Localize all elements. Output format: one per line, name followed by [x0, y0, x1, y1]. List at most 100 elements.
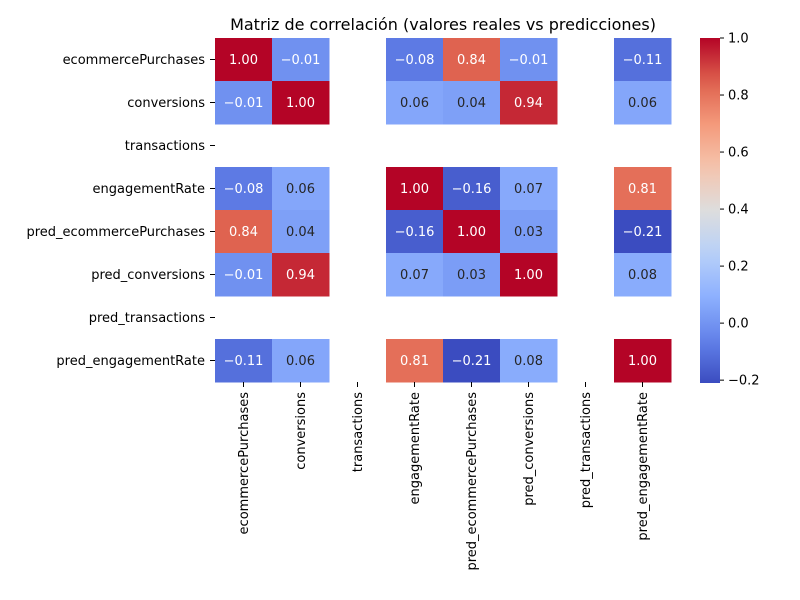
- cell-value-r3-c1: 0.06: [286, 182, 315, 197]
- cell-value-r5-c5: 1.00: [514, 268, 543, 283]
- col-label-ecommerce-purchases: ecommercePurchases: [237, 392, 252, 535]
- cell-value-r4-c5: 0.03: [514, 225, 543, 240]
- heatmap-cell-r5-c0: [215, 253, 273, 297]
- heatmap-cell-r1-c1: [272, 81, 330, 125]
- heatmap-cell-r7-c4: [443, 339, 501, 383]
- cell-value-r4-c7: −0.21: [623, 225, 663, 240]
- cell-value-r1-c3: 0.06: [400, 96, 429, 111]
- heatmap-cell-r3-c7: [614, 167, 672, 211]
- heatmap-cell-r5-c1: [272, 253, 330, 297]
- cell-value-r7-c1: 0.06: [286, 354, 315, 369]
- cell-value-r7-c0: −0.11: [224, 354, 264, 369]
- cell-value-r1-c0: −0.01: [224, 96, 264, 111]
- row-label-engagement-rate: engagementRate: [92, 182, 205, 197]
- colorbar-tick-label: 1.0: [728, 32, 749, 47]
- heatmap-cell-r1-c3: [386, 81, 444, 125]
- colorbar-tick-label: −0.2: [728, 374, 760, 389]
- heatmap-cell-r0-c1: [272, 38, 330, 82]
- heatmap-cell-r5-c4: [443, 253, 501, 297]
- heatmap-cell-r4-c4: [443, 210, 501, 254]
- cell-value-r1-c5: 0.94: [514, 96, 543, 111]
- heatmap-cell-r3-c3: [386, 167, 444, 211]
- heatmap-cell-r1-c0: [215, 81, 273, 125]
- cell-value-r7-c7: 1.00: [628, 354, 657, 369]
- heatmap-cell-r3-c1: [272, 167, 330, 211]
- row-labels: ecommercePurchases conversions transaction…: [27, 53, 215, 369]
- cell-value-r3-c3: 1.00: [400, 182, 429, 197]
- cell-value-r0-c3: −0.08: [395, 53, 435, 68]
- heatmap-cell-r1-c4: [443, 81, 501, 125]
- row-label-pred-conversions: pred_conversions: [91, 268, 205, 283]
- heatmap-cell-r7-c5: [500, 339, 558, 383]
- row-label-pred-transactions: pred_transactions: [89, 311, 205, 326]
- cell-annotations: 1.00 −0.01 −0.08 0.84 −0.01 −0.11 −0.01 1.00 0.0…: [224, 53, 663, 369]
- cell-value-r4-c3: −0.16: [395, 225, 435, 240]
- cell-value-r0-c5: −0.01: [509, 53, 549, 68]
- cell-value-r1-c4: 0.04: [457, 96, 486, 111]
- heatmap-cell-r1-c5: [500, 81, 558, 125]
- cell-value-r7-c4: −0.21: [452, 354, 492, 369]
- colorbar-tick-label: 0.6: [728, 146, 749, 161]
- cell-value-r0-c1: −0.01: [281, 53, 321, 68]
- colorbar: [700, 38, 720, 383]
- colorbar-ticks: −0.2 0.0 0.2 0.4 0.6 0.8 1.0: [720, 32, 760, 389]
- heatmap-cell-r0-c0: [215, 38, 273, 82]
- col-label-engagement-rate: engagementRate: [408, 392, 423, 505]
- column-labels: ecommercePurchases conversions transaction…: [237, 382, 651, 571]
- col-label-pred-engagement-rate: pred_engagementRate: [636, 392, 651, 541]
- cell-value-r5-c0: −0.01: [224, 268, 264, 283]
- colorbar-tick-label: 0.8: [728, 89, 749, 104]
- colorbar-tick-label: 0.4: [728, 203, 749, 218]
- cell-value-r5-c7: 0.08: [628, 268, 657, 283]
- heatmap-cell-r7-c3: [386, 339, 444, 383]
- cell-value-r0-c4: 0.84: [457, 53, 486, 68]
- heatmap-cells: [215, 38, 672, 383]
- heatmap-cell-r4-c3: [386, 210, 444, 254]
- heatmap-cell-r4-c1: [272, 210, 330, 254]
- row-label-conversions: conversions: [127, 96, 205, 111]
- heatmap-cell-r5-c7: [614, 253, 672, 297]
- colorbar-tick-label: 0.0: [728, 317, 749, 332]
- cell-value-r4-c1: 0.04: [286, 225, 315, 240]
- heatmap-cell-r7-c1: [272, 339, 330, 383]
- row-label-pred-engagement-rate: pred_engagementRate: [56, 354, 205, 369]
- heatmap-cell-r7-c7: [614, 339, 672, 383]
- heatmap-cell-r3-c4: [443, 167, 501, 211]
- row-label-transactions: transactions: [125, 139, 205, 154]
- cell-value-r0-c7: −0.11: [623, 53, 663, 68]
- cell-value-r0-c0: 1.00: [229, 53, 258, 68]
- col-label-pred-transactions: pred_transactions: [579, 392, 594, 508]
- cell-value-r1-c1: 1.00: [286, 96, 315, 111]
- cell-value-r4-c4: 1.00: [457, 225, 486, 240]
- cell-value-r3-c5: 0.07: [514, 182, 543, 197]
- cell-value-r4-c0: 0.84: [229, 225, 258, 240]
- heatmap-cell-r4-c5: [500, 210, 558, 254]
- heatmap-cell-r4-c7: [614, 210, 672, 254]
- heatmap-cell-r5-c3: [386, 253, 444, 297]
- heatmap-cell-r7-c0: [215, 339, 273, 383]
- heatmap-cell-r0-c4: [443, 38, 501, 82]
- heatmap-cell-r1-c7: [614, 81, 672, 125]
- cell-value-r1-c7: 0.06: [628, 96, 657, 111]
- row-label-pred-ecommerce-purchases: pred_ecommercePurchases: [27, 225, 206, 240]
- heatmap-cell-r5-c5: [500, 253, 558, 297]
- cell-value-r3-c4: −0.16: [452, 182, 492, 197]
- col-label-pred-conversions: pred_conversions: [522, 392, 537, 506]
- heatmap-cell-r3-c5: [500, 167, 558, 211]
- heatmap-cell-r0-c3: [386, 38, 444, 82]
- heatmap-cell-r4-c0: [215, 210, 273, 254]
- col-label-conversions: conversions: [294, 392, 309, 470]
- row-label-ecommerce-purchases: ecommercePurchases: [63, 53, 206, 68]
- cell-value-r5-c1: 0.94: [286, 268, 315, 283]
- col-label-pred-ecommerce-purchases: pred_ecommercePurchases: [465, 392, 480, 571]
- heatmap-cell-r3-c0: [215, 167, 273, 211]
- col-label-transactions: transactions: [351, 392, 366, 472]
- chart-title: Matriz de correlación (valores reales vs…: [230, 15, 656, 34]
- heatmap-cell-r0-c5: [500, 38, 558, 82]
- cell-value-r3-c7: 0.81: [628, 182, 657, 197]
- colorbar-tick-label: 0.2: [728, 260, 749, 275]
- cell-value-r3-c0: −0.08: [224, 182, 264, 197]
- cell-value-r7-c5: 0.08: [514, 354, 543, 369]
